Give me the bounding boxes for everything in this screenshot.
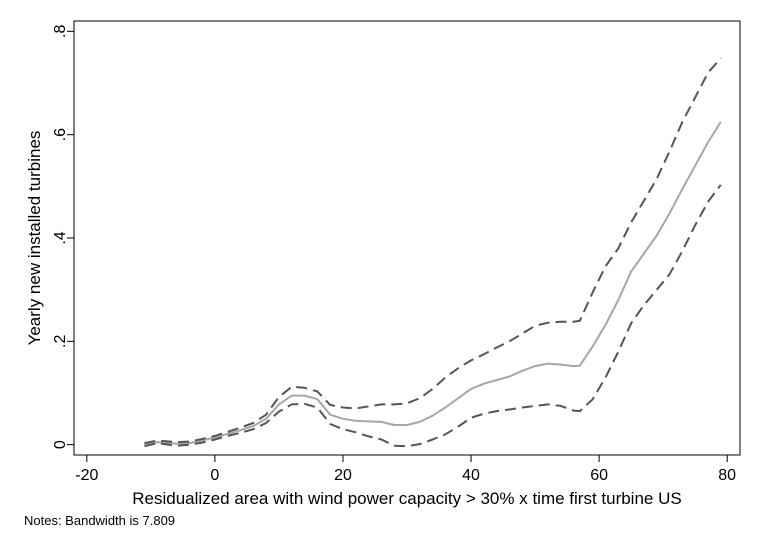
- y-axis-title: Yearly new installed turbines: [25, 131, 44, 346]
- chart-note: Notes: Bandwidth is 7.809: [24, 513, 176, 528]
- plot-frame: [73, 20, 741, 456]
- x-axis-title: Residualized area with wind power capaci…: [132, 489, 681, 508]
- x-tick-label: -20: [75, 467, 98, 484]
- x-tick-label: 0: [210, 467, 219, 484]
- x-tick-label: 80: [718, 467, 736, 484]
- y-axis: 0 .2 .4 .6 .8: [52, 25, 74, 449]
- x-tick-label: 40: [462, 467, 480, 484]
- y-tick-label: .6: [52, 128, 69, 141]
- y-tick-label: .2: [52, 335, 69, 348]
- series-line-upper-ci: [144, 57, 722, 445]
- y-tick-label: 0: [52, 440, 69, 449]
- series-line-lower-ci: [144, 184, 722, 448]
- series-layer: [144, 57, 722, 448]
- x-tick-label: 60: [590, 467, 608, 484]
- y-tick-label: .8: [52, 25, 69, 38]
- y-tick-label: .4: [52, 231, 69, 244]
- series-line-estimate: [144, 121, 722, 446]
- x-axis: -20 0 20 40 60 80: [75, 455, 736, 484]
- x-tick-label: 20: [334, 467, 352, 484]
